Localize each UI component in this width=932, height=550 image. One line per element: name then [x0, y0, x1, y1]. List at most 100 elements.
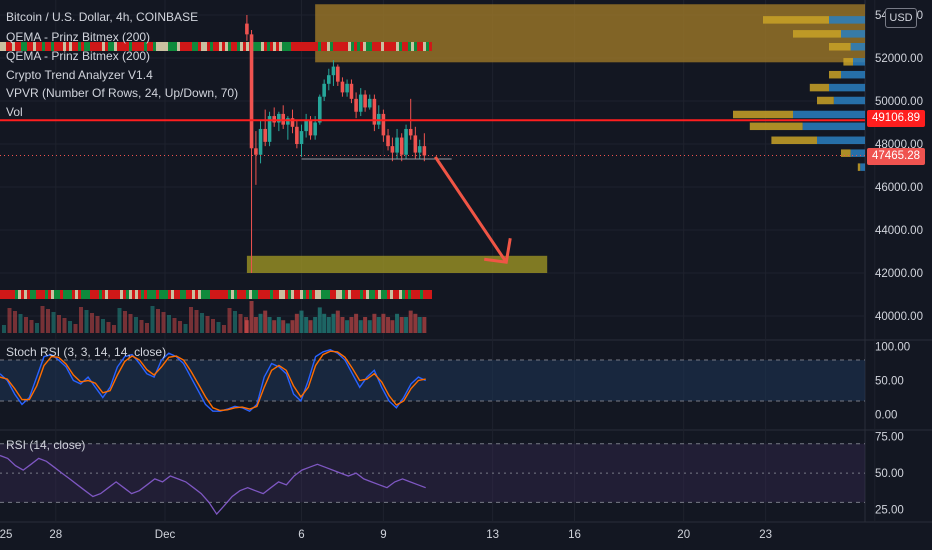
stoch-rsi-title[interactable]: Stoch RSI (3, 3, 14, 14, close)	[6, 345, 167, 359]
trend-strip-cell	[174, 290, 177, 299]
trend-strip-cell	[243, 290, 246, 299]
volume-bar	[299, 310, 304, 333]
trend-strip-cell	[240, 290, 243, 299]
trend-strip-cell	[207, 290, 210, 299]
trend-strip-cell	[213, 290, 216, 299]
candle-body	[322, 83, 326, 97]
trend-strip-cell	[300, 42, 303, 51]
trend-strip-cell	[306, 42, 309, 51]
trend-strip-cell	[261, 42, 264, 51]
trend-strip-cell	[24, 290, 27, 299]
indicator-qema-1[interactable]: QEMA - Prinz Bitmex (200)	[6, 30, 151, 44]
rsi-title[interactable]: RSI (14, close)	[6, 438, 86, 452]
trend-strip-cell	[354, 290, 357, 299]
volume-bar	[285, 323, 290, 333]
candle-body	[345, 83, 349, 93]
trend-strip-cell	[294, 42, 297, 51]
volume-bar	[326, 317, 331, 333]
volume-bar	[317, 307, 322, 333]
trend-strip-cell	[69, 290, 72, 299]
volume-bar	[128, 314, 133, 333]
trend-strip-cell	[267, 42, 270, 51]
trend-strip-cell	[156, 42, 159, 51]
volume-bar	[386, 317, 391, 333]
volume-bar	[395, 313, 400, 333]
trend-strip-cell	[144, 290, 147, 299]
volume-bar	[258, 313, 263, 333]
stoch-tick-label: 50.00	[875, 376, 904, 388]
vpvr-down-bar	[857, 163, 861, 171]
symbol-title[interactable]: Bitcoin / U.S. Dollar, 4h, COINBASE	[6, 10, 199, 24]
trend-strip-cell	[57, 42, 60, 51]
volume-bar	[417, 317, 422, 333]
trend-strip-cell	[42, 290, 45, 299]
candle-body	[408, 128, 413, 136]
trend-strip-cell	[33, 290, 36, 299]
trend-strip-cell	[225, 290, 228, 299]
trend-strip-cell	[225, 42, 228, 51]
trend-strip-cell	[273, 290, 276, 299]
candle-body	[390, 146, 395, 153]
currency-button[interactable]: USD	[885, 8, 917, 28]
trend-strip-cell	[216, 42, 219, 51]
indicator-qema-2[interactable]: QEMA - Prinz Bitmex (200)	[6, 49, 151, 63]
trend-strip-cell	[336, 290, 339, 299]
trend-strip-cell	[363, 290, 366, 299]
trend-strip-cell	[21, 290, 24, 299]
trend-strip-cell	[333, 290, 336, 299]
trend-strip-cell	[273, 42, 276, 51]
trend-strip-cell	[288, 290, 291, 299]
trend-strip-cell	[132, 42, 135, 51]
trend-strip-cell	[291, 290, 294, 299]
trend-strip-cell	[234, 290, 237, 299]
stoch-rsi-pane	[0, 349, 865, 413]
trend-strip-cell	[159, 42, 162, 51]
trend-strip-cell	[150, 42, 153, 51]
trend-strip-cell	[87, 42, 90, 51]
trend-strip-cell	[375, 42, 378, 51]
candle-body	[395, 137, 399, 153]
trend-strip-cell	[342, 290, 345, 299]
trend-strip-cell	[81, 290, 84, 299]
indicator-volume[interactable]: Vol	[6, 105, 23, 119]
volume-bar	[253, 317, 258, 333]
volume-bar	[308, 320, 313, 333]
trend-strip-cell	[210, 290, 213, 299]
trend-strip-cell	[63, 42, 66, 51]
trend-strip-cell	[69, 42, 72, 51]
candle-body	[358, 94, 363, 112]
trend-strip-cell	[114, 42, 117, 51]
trend-strip-cell	[366, 290, 369, 299]
volume-bar	[101, 319, 105, 333]
trend-strip-cell	[3, 42, 6, 51]
trend-strip-cell	[120, 42, 123, 51]
volume-bar	[363, 317, 368, 333]
trend-strip-cell	[162, 290, 165, 299]
trend-strip-cell	[345, 290, 348, 299]
vpvr-down-bar	[749, 122, 803, 131]
candle-body	[404, 128, 408, 155]
candle-body	[381, 113, 386, 136]
indicator-vpvr[interactable]: VPVR (Number Of Rows, 24, Up/Down, 70)	[6, 86, 239, 100]
trend-strip-cell	[375, 290, 378, 299]
trend-strip-cell	[6, 42, 9, 51]
vpvr-down-bar	[763, 16, 829, 24]
trend-strip-cell	[246, 290, 249, 299]
volume-bar	[233, 311, 237, 333]
trend-strip-cell	[162, 42, 165, 51]
vpvr-up-bar	[841, 70, 865, 79]
time-tick-label: 9	[380, 529, 386, 541]
trend-strip-cell	[24, 42, 27, 51]
trend-strip-cell	[294, 290, 297, 299]
rsi-tick-label: 75.00	[875, 431, 904, 443]
volume-bar	[244, 320, 249, 333]
candle-body	[417, 146, 422, 153]
trend-strip-cell	[198, 290, 201, 299]
trend-strip-cell	[54, 42, 57, 51]
trend-strip-cell	[3, 290, 6, 299]
stoch-tick-label: 100.00	[875, 341, 910, 353]
indicator-trend-analyzer[interactable]: Crypto Trend Analyzer V1.4	[6, 68, 153, 82]
time-tick-label: 25	[0, 529, 12, 541]
trend-strip-cell	[387, 42, 390, 51]
